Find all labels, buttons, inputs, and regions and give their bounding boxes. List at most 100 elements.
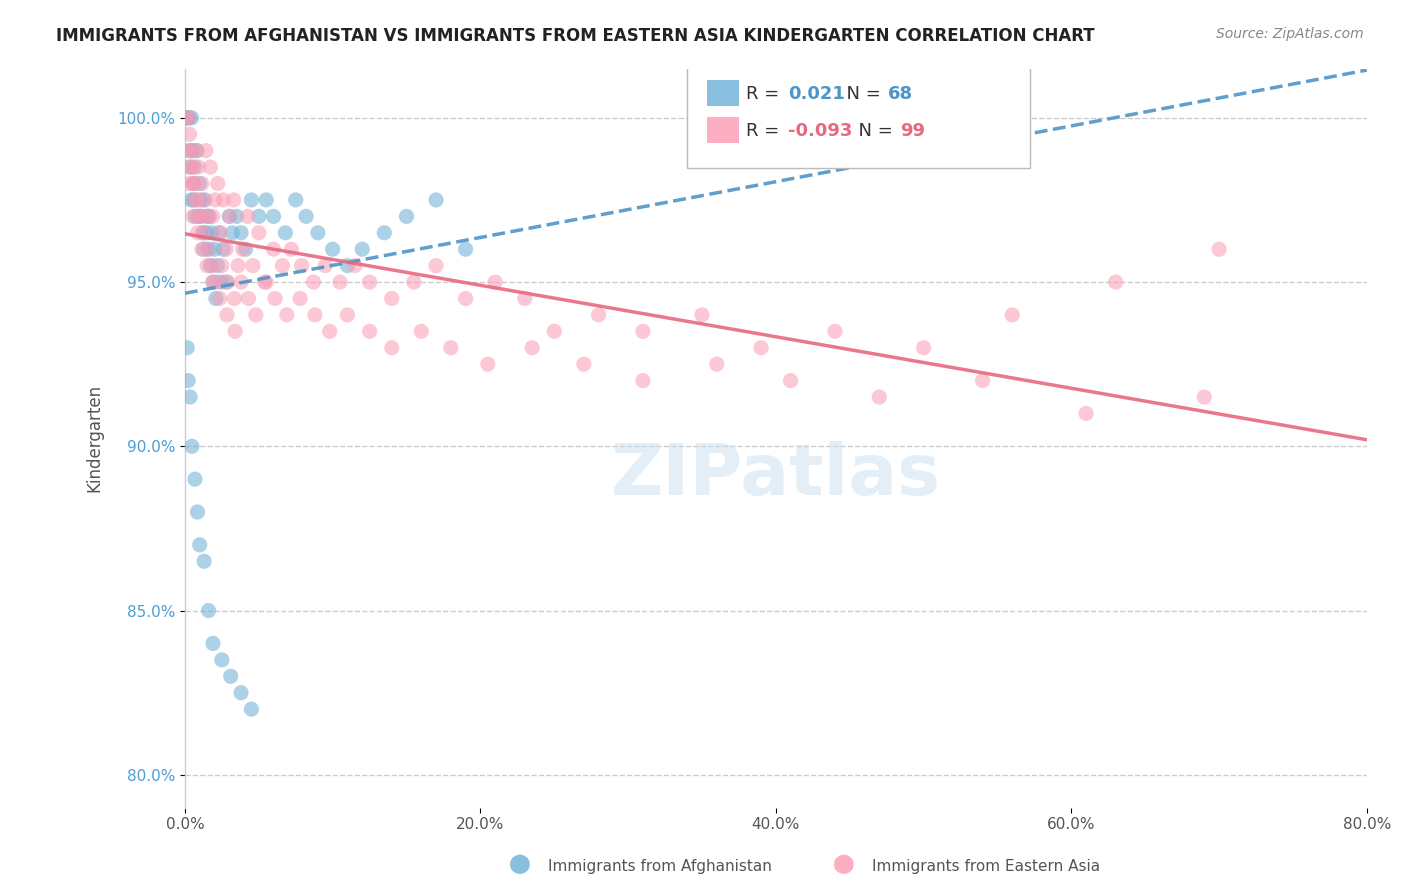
Point — [188, 538, 211, 552]
Point — [225, 210, 247, 224]
Point — [215, 242, 238, 256]
Point — [191, 242, 214, 256]
Point — [224, 292, 246, 306]
Point — [520, 341, 543, 355]
Point — [215, 275, 238, 289]
Point — [176, 111, 198, 125]
Point — [212, 193, 235, 207]
Point — [207, 259, 229, 273]
Point — [288, 292, 311, 306]
Point — [572, 357, 595, 371]
Point — [238, 292, 260, 306]
Point — [588, 308, 610, 322]
Text: Source: ZipAtlas.com: Source: ZipAtlas.com — [1216, 27, 1364, 41]
Text: Immigrants from Eastern Asia: Immigrants from Eastern Asia — [872, 859, 1099, 874]
Point — [343, 259, 366, 273]
Point — [221, 226, 243, 240]
Point — [247, 226, 270, 240]
Point — [181, 144, 204, 158]
Point — [197, 603, 219, 617]
Point — [176, 341, 198, 355]
Point — [177, 111, 200, 125]
Point — [205, 292, 228, 306]
Point — [195, 210, 218, 224]
Point — [184, 472, 207, 486]
Point — [1001, 308, 1024, 322]
Point — [359, 275, 381, 289]
Point — [183, 177, 205, 191]
Point — [381, 341, 404, 355]
Point — [186, 144, 208, 158]
Text: ⬤: ⬤ — [509, 855, 531, 874]
Point — [191, 177, 214, 191]
Point — [193, 226, 215, 240]
Point — [218, 210, 240, 224]
Point — [329, 275, 352, 289]
Point — [381, 292, 404, 306]
Point — [307, 226, 329, 240]
Point — [183, 193, 205, 207]
Point — [188, 210, 211, 224]
Text: ⬤: ⬤ — [832, 855, 855, 874]
Point — [912, 341, 935, 355]
Point — [219, 210, 242, 224]
Text: R =: R = — [747, 86, 786, 103]
Point — [824, 324, 846, 338]
Point — [200, 226, 222, 240]
Point — [336, 308, 359, 322]
Point — [254, 193, 277, 207]
Point — [352, 242, 374, 256]
Point — [179, 160, 201, 174]
Point — [373, 226, 395, 240]
Point — [180, 193, 202, 207]
Point — [226, 259, 249, 273]
Point — [211, 259, 233, 273]
Point — [204, 242, 226, 256]
Point — [229, 226, 252, 240]
Point — [200, 160, 222, 174]
Point — [263, 210, 285, 224]
Point — [253, 275, 276, 289]
Point — [240, 193, 263, 207]
Point — [209, 275, 232, 289]
Point — [247, 210, 270, 224]
Point — [194, 193, 217, 207]
Point — [631, 374, 654, 388]
Point — [209, 226, 232, 240]
Point — [217, 275, 239, 289]
Point — [177, 177, 200, 191]
Point — [188, 210, 211, 224]
Point — [201, 259, 224, 273]
Point — [180, 144, 202, 158]
Point — [402, 275, 425, 289]
Point — [274, 226, 297, 240]
Point — [190, 210, 212, 224]
Point — [1208, 242, 1230, 256]
Point — [193, 193, 215, 207]
Point — [236, 210, 259, 224]
Point — [180, 144, 202, 158]
Point — [631, 324, 654, 338]
Text: Immigrants from Afghanistan: Immigrants from Afghanistan — [548, 859, 772, 874]
Text: 99: 99 — [900, 122, 925, 140]
Point — [186, 144, 208, 158]
Point — [749, 341, 772, 355]
Point — [177, 111, 200, 125]
Text: -0.093: -0.093 — [787, 122, 852, 140]
Point — [208, 292, 231, 306]
Point — [779, 374, 801, 388]
Point — [425, 193, 447, 207]
Point — [543, 324, 565, 338]
Point — [201, 275, 224, 289]
FancyBboxPatch shape — [688, 65, 1031, 169]
Point — [395, 210, 418, 224]
Point — [176, 144, 198, 158]
Point — [231, 242, 253, 256]
Point — [194, 144, 217, 158]
Point — [280, 242, 302, 256]
Point — [184, 193, 207, 207]
Point — [200, 259, 222, 273]
Point — [1194, 390, 1216, 404]
Point — [245, 308, 267, 322]
Text: R =: R = — [747, 122, 786, 140]
